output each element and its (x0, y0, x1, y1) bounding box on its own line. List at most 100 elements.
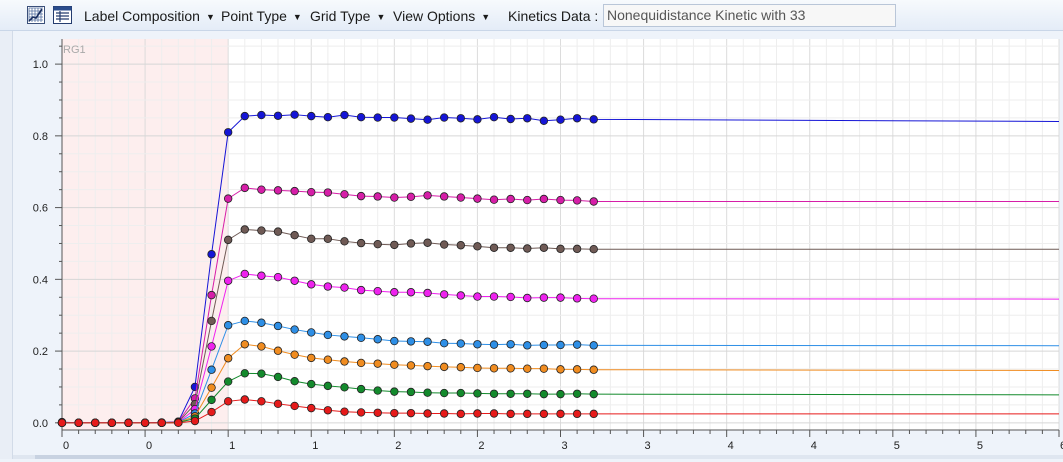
data-point (556, 293, 565, 302)
x-tick-label: 4 (728, 440, 734, 452)
data-point (340, 110, 349, 120)
data-point (290, 231, 299, 240)
data-point (257, 110, 266, 120)
data-point (307, 234, 316, 244)
data-point (406, 192, 416, 202)
data-point (523, 389, 532, 398)
data-point (556, 365, 565, 374)
table-view-icon[interactable] (53, 6, 72, 24)
data-point (439, 388, 449, 398)
kinetics-data-field[interactable]: Nonequidistance Kinetic with 33 Measurem… (603, 4, 896, 44)
data-point (572, 340, 582, 349)
data-point (74, 418, 83, 428)
kinetics-data-label: Kinetics Data : (508, 8, 599, 24)
data-point (124, 418, 133, 428)
data-point (340, 357, 349, 366)
y-tick-label: 0.4 (33, 274, 48, 286)
y-tick-label: 0.6 (33, 203, 48, 215)
data-point (456, 193, 465, 202)
data-point (406, 337, 416, 346)
chevron-down-icon: ▼ (481, 12, 491, 22)
data-point (91, 418, 100, 428)
data-point (539, 364, 549, 373)
data-point (589, 365, 598, 374)
menu-point-type[interactable]: Point Type ▼ (221, 7, 302, 25)
data-point (589, 197, 598, 206)
data-point (489, 340, 499, 349)
data-point (506, 389, 515, 398)
data-point (323, 234, 333, 244)
data-point (373, 239, 382, 249)
x-tick-label: 1 (312, 440, 318, 452)
data-point (589, 294, 598, 303)
data-point (473, 363, 482, 373)
y-tick-label: 0.0 (33, 418, 48, 430)
data-point (473, 389, 482, 398)
data-point (390, 336, 399, 346)
menu-label-composition[interactable]: Label Composition ▼ (84, 7, 215, 25)
chevron-down-icon: ▼ (376, 12, 386, 22)
data-point (539, 409, 549, 419)
data-point (273, 111, 283, 120)
data-point (356, 285, 366, 295)
data-point (390, 408, 399, 418)
data-point (423, 238, 432, 247)
x-tick-label: 0 (63, 440, 69, 452)
data-point (223, 397, 233, 406)
data-point (307, 353, 316, 363)
y-tick-label: 1.0 (33, 59, 48, 71)
data-point (257, 342, 266, 351)
data-point (240, 111, 249, 121)
data-point (456, 388, 465, 398)
data-point (323, 330, 333, 340)
data-point (307, 379, 316, 389)
data-point (473, 194, 482, 203)
data-point (323, 381, 333, 391)
data-point (240, 183, 249, 193)
x-tick-label: 2 (478, 440, 484, 452)
x-tick-label: 6 (1060, 440, 1063, 452)
data-point (406, 288, 416, 297)
data-point (589, 245, 598, 254)
data-point (307, 111, 316, 121)
data-point (373, 408, 382, 417)
data-point (223, 276, 233, 285)
data-point (356, 408, 366, 417)
data-point (489, 112, 499, 122)
data-point (140, 418, 150, 428)
data-point (506, 114, 515, 124)
menu-point-type-label: Point Type (221, 8, 287, 24)
data-point (373, 286, 382, 296)
data-point (572, 114, 582, 123)
chart-config-icon[interactable] (27, 6, 45, 24)
data-point (473, 115, 482, 124)
data-point (523, 244, 532, 253)
data-point (423, 115, 432, 124)
data-point (257, 369, 266, 378)
left-panel-strip (0, 31, 13, 459)
data-point (373, 359, 382, 368)
data-point (323, 188, 333, 197)
data-point (323, 406, 333, 415)
data-point (506, 194, 515, 204)
kinetics-chart[interactable]: RG1 0.0 0.2 0.4 0.6 0.8 1.0 0 0 1 1 2 2 3 3 4 4 5 5 6 (0, 31, 1063, 459)
menu-view-options-label: View Options (393, 8, 476, 24)
menu-grid-type[interactable]: Grid Type ▼ (310, 7, 385, 25)
data-point (223, 321, 233, 330)
data-point (556, 389, 565, 399)
menu-view-options[interactable]: View Options ▼ (393, 7, 490, 25)
chart-container: RG1 0.0 0.2 0.4 0.6 0.8 1.0 0 0 1 1 2 2 3 3 4 4 5 5 6 (0, 31, 1063, 459)
data-point (523, 114, 532, 123)
data-point (556, 244, 565, 254)
data-point (190, 416, 200, 426)
data-point (539, 389, 549, 399)
data-point (207, 395, 216, 405)
data-point (257, 271, 266, 280)
data-point (473, 242, 482, 251)
data-point (473, 340, 482, 349)
data-point (489, 389, 499, 398)
data-point (223, 354, 233, 363)
data-point (323, 355, 333, 364)
x-tick-label: 2 (395, 440, 401, 452)
data-point (57, 418, 67, 428)
